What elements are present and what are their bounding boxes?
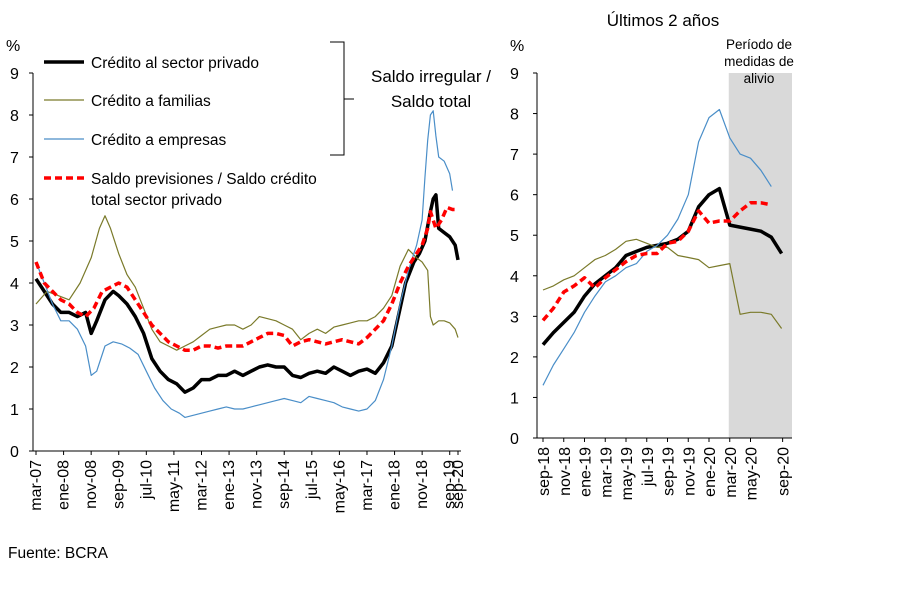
left-x-tick-label: mar-17 <box>359 460 376 511</box>
left-series-line-credito-a-empresas <box>35 110 454 418</box>
source-note: Fuente: BCRA <box>8 545 108 562</box>
right-x-tick-label: nov-19 <box>681 447 698 496</box>
right-y-tick-label: 8 <box>510 107 519 124</box>
left-x-tick-label: ene-18 <box>387 460 404 510</box>
left-y-tick-label: 8 <box>10 108 19 125</box>
left-y-tick-label: 3 <box>10 318 19 335</box>
right-y-unit-label: % <box>510 38 524 55</box>
legend-label-empresas: Crédito a empresas <box>91 132 227 149</box>
right-x-tick-label: may-20 <box>744 447 761 500</box>
left-x-tick-label: sep-19 <box>442 460 459 509</box>
left-series-group <box>34 110 460 418</box>
right-series-line-credito-a-empresas <box>542 108 772 386</box>
right-x-tick-label: sep-19 <box>661 447 678 496</box>
right-y-axis: 0 1 2 3 4 5 6 7 8 9 <box>510 66 537 448</box>
right-y-tick-label: 2 <box>510 350 519 367</box>
left-y-tick-label: 2 <box>10 360 19 377</box>
legend-label-previsiones: Saldo previsiones / Saldo crédito total … <box>91 171 321 209</box>
relief-period-shade <box>728 73 792 438</box>
left-y-tick-label: 7 <box>10 150 19 167</box>
left-x-tick-label: ene-08 <box>56 460 73 510</box>
right-y-tick-label: 6 <box>510 188 519 205</box>
right-x-tick-label: ene-20 <box>702 447 719 497</box>
right-x-tick-label: sep-18 <box>536 447 553 496</box>
left-x-tick-label: may-11 <box>166 460 183 512</box>
legend-label-previsiones-line2: total sector privado <box>91 192 222 209</box>
relief-period-label-line3: alivio <box>744 71 775 86</box>
right-x-tick-label: may-19 <box>619 447 636 500</box>
right-y-tick-label: 3 <box>510 309 519 326</box>
legend-bracket <box>330 41 354 156</box>
legend: Crédito al sector privado Crédito a fami… <box>44 41 491 209</box>
left-x-tick-label: sep-09 <box>111 460 128 509</box>
right-x-axis: sep-18 nov-18 ene-19 mar-19 may-19 jul-19 sep-… <box>536 438 793 500</box>
bracket-label-line1: Saldo irregular / <box>371 67 491 86</box>
right-y-tick-label: 1 <box>510 390 519 407</box>
left-x-tick-label: sep-14 <box>276 460 293 509</box>
right-series-line-credito-al-sector-privado <box>541 186 784 346</box>
left-y-axis: 0 1 2 3 4 5 6 7 8 9 <box>10 66 33 461</box>
left-y-tick-label: 4 <box>10 276 19 293</box>
left-x-tick-label: nov-08 <box>83 460 100 509</box>
right-series-group <box>541 108 784 386</box>
left-x-tick-label: mar-12 <box>193 460 210 511</box>
legend-label-previsiones-line1: Saldo previsiones / Saldo crédito <box>91 171 317 188</box>
right-y-tick-label: 7 <box>510 147 519 164</box>
right-y-tick-label: 0 <box>510 431 519 448</box>
right-x-tick-label: sep-20 <box>776 447 793 496</box>
right-chart-title: Últimos 2 años <box>607 11 719 30</box>
right-series-line-saldo-previsiones-saldo-credito-total-sector-privado <box>541 201 772 322</box>
left-x-tick-label: jul-15 <box>304 460 321 500</box>
left-y-tick-label: 9 <box>10 66 19 83</box>
left-x-tick-label: may-16 <box>331 460 348 513</box>
right-chart: Últimos 2 años Período de medidas de ali… <box>510 11 794 500</box>
right-y-tick-label: 9 <box>510 66 519 83</box>
bracket-label-line2: Saldo total <box>391 92 471 111</box>
left-x-tick-label: mar-07 <box>28 460 45 511</box>
right-y-tick-label: 5 <box>510 228 519 245</box>
left-x-tick-label: ene-13 <box>221 460 238 510</box>
left-y-tick-label: 1 <box>10 402 19 419</box>
left-chart: % 0 1 2 3 4 5 6 7 8 9 mar-07 ene-08 nov-08 sep-09 jul… <box>6 38 491 513</box>
relief-period-label-line1: Período de <box>726 37 792 52</box>
right-y-tick-label: 4 <box>510 269 519 286</box>
left-y-tick-label: 6 <box>10 192 19 209</box>
legend-label-familias: Crédito a familias <box>91 93 211 110</box>
relief-period-label-line2: medidas de <box>724 54 794 69</box>
left-series-line-credito-a-familias <box>35 215 459 351</box>
left-y-tick-label: 0 <box>10 444 19 461</box>
left-x-tick-label: jul-10 <box>138 460 155 500</box>
left-x-tick-label: nov-18 <box>414 460 431 509</box>
left-y-unit-label: % <box>6 38 20 55</box>
right-x-tick-label: nov-18 <box>557 447 574 496</box>
right-x-tick-label: jul-19 <box>640 447 657 487</box>
right-x-tick-label: ene-19 <box>578 447 595 497</box>
left-x-tick-label: nov-13 <box>249 460 266 509</box>
left-x-axis: mar-07 ene-08 nov-08 sep-09 jul-10 may-11 mar-… <box>28 451 467 513</box>
left-y-tick-label: 5 <box>10 234 19 251</box>
left-x-tick-label: sep-20 <box>450 460 467 509</box>
right-x-tick-label: mar-20 <box>723 447 740 498</box>
left-series-line-saldo-previsiones-saldo-credito-total-sector-privado <box>34 205 458 352</box>
legend-label-sector-privado: Crédito al sector privado <box>91 55 259 72</box>
right-x-tick-label: mar-19 <box>598 447 615 498</box>
